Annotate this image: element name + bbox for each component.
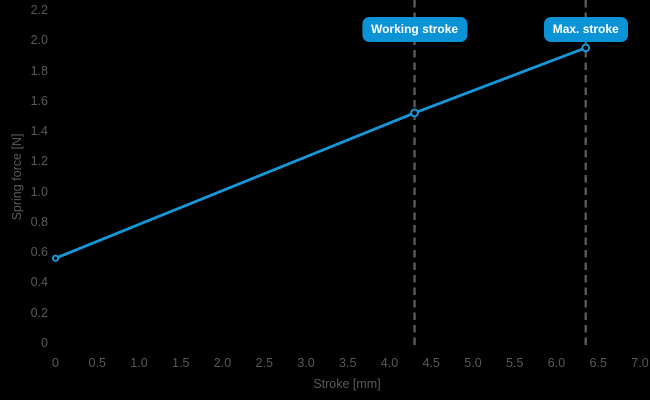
y-tick-label-1.0: 1.0 xyxy=(30,184,48,199)
x-tick-label-5.0: 5.0 xyxy=(464,356,482,370)
x-tick-label-2.5: 2.5 xyxy=(255,356,273,370)
x-tick-label-4.5: 4.5 xyxy=(422,356,440,370)
x-tick-label-4.0: 4.0 xyxy=(380,356,399,370)
x-tick-label-6.5: 6.5 xyxy=(589,356,607,370)
y-tick-label-1.2: 1.2 xyxy=(30,154,48,169)
marker-max-stroke-point xyxy=(581,43,591,53)
y-tick-label-1.6: 1.6 xyxy=(30,93,48,108)
x-tick-label-1.5: 1.5 xyxy=(172,356,190,370)
x-tick-label-0: 0 xyxy=(52,356,59,370)
y-tick-label-1.4: 1.4 xyxy=(30,124,48,139)
x-tick-label-6.0: 6.0 xyxy=(547,356,566,370)
y-axis-title: Spring force [N] xyxy=(10,133,24,221)
annotation-badge-working-stroke: Working stroke xyxy=(361,17,468,42)
x-tick-label-3.0: 3.0 xyxy=(297,356,315,370)
annotation-badge-max-stroke: Max. stroke xyxy=(543,17,628,42)
marker-start-point xyxy=(51,254,60,262)
y-tick-label-1.8: 1.8 xyxy=(30,63,48,78)
marker-working-stroke-point xyxy=(410,108,419,118)
y-tick-label-0.2: 0.2 xyxy=(30,305,48,320)
x-tick-label-3.5: 3.5 xyxy=(339,356,357,370)
y-tick-label-0: 0 xyxy=(41,336,48,350)
x-tick-label-0.5: 0.5 xyxy=(88,356,106,370)
series-line-spring-force xyxy=(54,46,588,260)
y-tick-label-0.4: 0.4 xyxy=(30,275,48,290)
y-tick-label-2.2: 2.2 xyxy=(30,3,48,17)
x-tick-label-5.5: 5.5 xyxy=(506,356,524,370)
y-tick-label-0.6: 0.6 xyxy=(30,245,48,260)
x-tick-label-7.0: 7.0 xyxy=(631,356,649,370)
x-tick-label-1.0: 1.0 xyxy=(130,356,148,370)
x-axis-title: Stroke [mm] xyxy=(313,377,381,391)
x-tick-label-2.0: 2.0 xyxy=(213,356,232,370)
y-tick-label-2.0: 2.0 xyxy=(30,33,48,48)
y-tick-label-0.8: 0.8 xyxy=(30,214,48,229)
